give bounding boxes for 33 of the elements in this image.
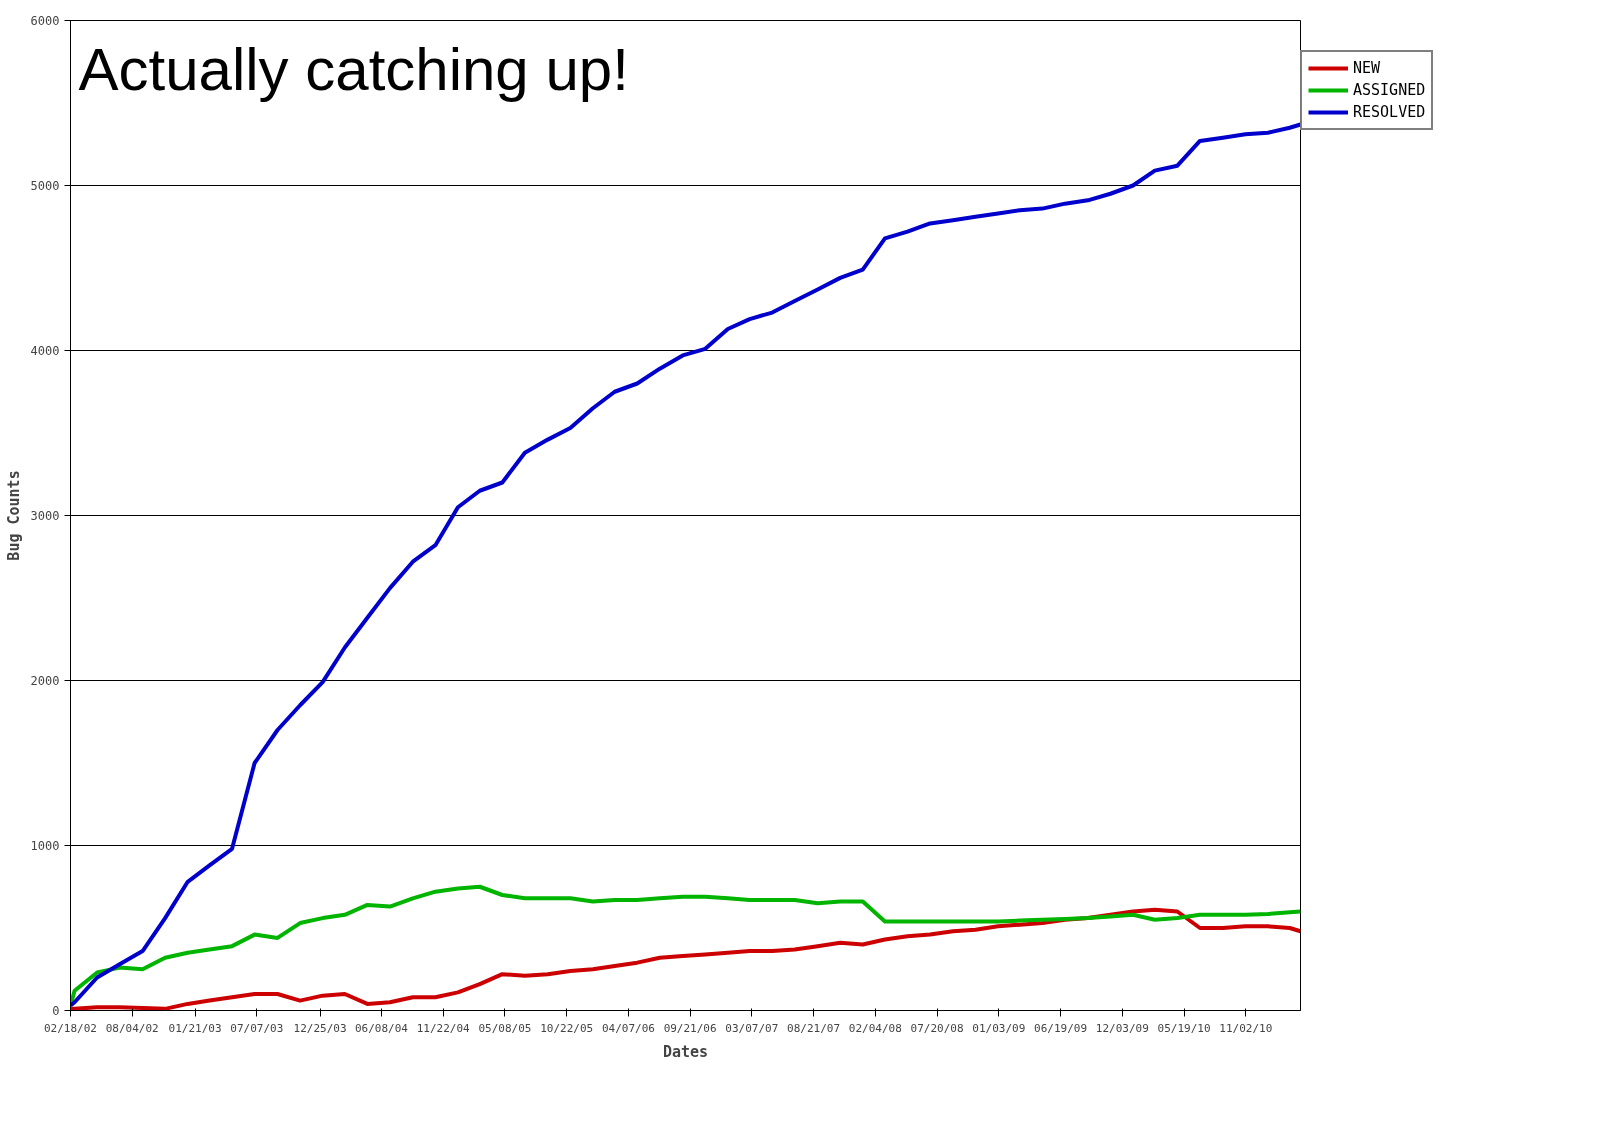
x-tick-label: 05/19/10	[1157, 1021, 1211, 1035]
x-tick-label: 07/07/03	[230, 1021, 284, 1035]
x-tick-label: 09/21/06	[663, 1021, 717, 1035]
x-tick-label: 02/04/08	[848, 1021, 902, 1035]
legend-label: RESOLVED	[1353, 103, 1426, 121]
y-tick-label: 5000	[30, 179, 60, 193]
x-tick-label: 11/02/10	[1219, 1021, 1273, 1035]
x-tick-label: 07/20/08	[910, 1021, 964, 1035]
x-tick-label: 04/07/06	[601, 1021, 655, 1035]
x-tick-label: 05/08/05	[478, 1021, 532, 1035]
y-tick-label: 3000	[30, 509, 60, 523]
x-tick-label: 12/25/03	[293, 1021, 347, 1035]
x-tick-label: 08/21/07	[787, 1021, 841, 1035]
y-tick-label: 6000	[30, 14, 60, 28]
x-tick-label: 12/03/09	[1095, 1021, 1149, 1035]
y-axis-title: Bug Counts	[4, 470, 23, 561]
x-tick-label: 01/21/03	[168, 1021, 222, 1035]
x-tick-label: 02/18/02	[44, 1021, 97, 1035]
x-tick-label: 10/22/05	[540, 1021, 594, 1035]
annotation: Actually catching up!	[78, 35, 629, 103]
x-tick-label: 01/03/09	[972, 1021, 1026, 1035]
x-tick-label: 06/19/09	[1034, 1021, 1088, 1035]
x-tick-label: 11/22/04	[416, 1021, 471, 1035]
x-tick-label: 08/04/02	[105, 1021, 159, 1035]
y-tick-label: 0	[52, 1004, 60, 1018]
y-tick-label: 2000	[30, 674, 60, 688]
y-tick-label: 4000	[30, 344, 60, 358]
x-tick-label: 06/08/04	[354, 1021, 409, 1035]
x-tick-label: 03/07/07	[725, 1021, 779, 1035]
legend-label: ASSIGNED	[1353, 81, 1426, 99]
legend-label: NEW	[1353, 59, 1381, 77]
y-tick-label: 1000	[30, 839, 60, 853]
x-axis-title: Dates	[662, 1042, 709, 1061]
